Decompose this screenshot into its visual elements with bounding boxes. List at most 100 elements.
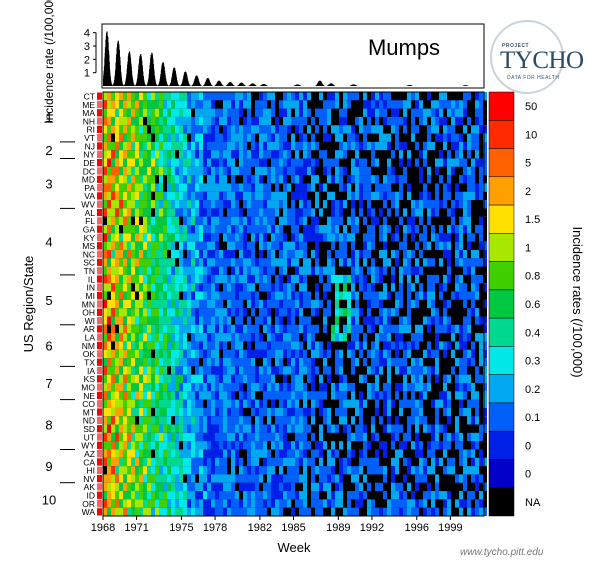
- heat-cell: [255, 349, 259, 359]
- heat-cell: [195, 299, 199, 309]
- heat-cell: [207, 374, 211, 383]
- heat-cell: [339, 116, 343, 126]
- heat-cell: [467, 241, 471, 250]
- heat-cell: [127, 399, 131, 408]
- heat-cell: [219, 382, 223, 392]
- heat-cell: [415, 274, 419, 284]
- heat-cell: [415, 333, 419, 342]
- heat-cell: [375, 133, 379, 142]
- heat-cell: [191, 358, 195, 367]
- heat-cell: [243, 92, 247, 101]
- heat-cell: [163, 183, 167, 192]
- heat-cell: [187, 233, 191, 242]
- heat-cell: [163, 274, 167, 284]
- heat-cell: [267, 249, 271, 259]
- heat-cell: [251, 191, 255, 201]
- heat-cell: [243, 125, 247, 134]
- heat-cell: [331, 366, 335, 375]
- heat-cell: [339, 191, 343, 201]
- heat-cell: [155, 266, 159, 275]
- heat-cell: [207, 424, 211, 433]
- heat-cell: [463, 266, 467, 275]
- heat-cell: [239, 366, 243, 375]
- heat-cell: [175, 366, 179, 375]
- heat-cell: [135, 166, 139, 176]
- heat-cell: [419, 382, 423, 392]
- heat-cell: [467, 416, 471, 425]
- heat-cell: [275, 333, 279, 342]
- heat-cell: [203, 441, 207, 450]
- heat-cell: [179, 316, 183, 325]
- heat-cell: [199, 216, 203, 226]
- heat-cell: [263, 366, 267, 375]
- heat-cell: [451, 225, 455, 234]
- heat-cell: [251, 208, 255, 217]
- heat-cell: [259, 258, 263, 267]
- heat-cell: [423, 116, 427, 126]
- heat-cell: [407, 333, 411, 342]
- heat-cell: [479, 225, 483, 234]
- heat-cell: [195, 225, 199, 234]
- heat-cell: [375, 116, 379, 126]
- bar-series: [103, 31, 469, 86]
- heat-cell: [287, 150, 291, 159]
- heat-cell: [215, 150, 219, 159]
- heat-cell: [111, 92, 115, 101]
- heat-cell: [451, 233, 455, 242]
- heat-cell: [207, 183, 211, 192]
- heat-cell: [455, 283, 459, 292]
- heat-cell: [439, 191, 443, 201]
- heat-cell: [391, 358, 395, 367]
- heat-cell: [223, 333, 227, 342]
- heat-cell: [247, 349, 251, 359]
- bar-y-tick-label: 4: [84, 28, 90, 40]
- heat-cell: [415, 366, 419, 375]
- heat-cell: [407, 366, 411, 375]
- heat-cell: [143, 274, 147, 284]
- heat-cell: [467, 333, 471, 342]
- heat-cell: [275, 283, 279, 292]
- bar-y-tick-label: 3: [84, 41, 90, 53]
- heat-cell: [107, 249, 111, 259]
- heat-cell: [115, 166, 119, 176]
- heat-cell: [403, 283, 407, 292]
- heat-cell: [287, 208, 291, 217]
- heat-cell: [271, 175, 275, 184]
- heat-cell: [327, 382, 331, 392]
- heat-cell: [251, 150, 255, 159]
- heat-cell: [107, 92, 111, 101]
- heat-cell: [251, 133, 255, 142]
- heat-cell: [135, 208, 139, 217]
- heat-cell: [359, 175, 363, 184]
- heat-cell: [159, 241, 163, 250]
- heat-cell: [415, 249, 419, 259]
- heat-cell: [387, 266, 391, 275]
- heat-cell: [323, 316, 327, 325]
- heat-cell: [167, 382, 171, 392]
- heat-cell: [471, 341, 475, 350]
- heat-cell: [371, 274, 375, 284]
- heat-cell: [179, 366, 183, 375]
- heat-cell: [379, 374, 383, 383]
- heat-cell: [131, 258, 135, 267]
- heat-cell: [267, 191, 271, 201]
- heat-cell: [263, 391, 267, 400]
- heat-cell: [247, 358, 251, 367]
- heat-cell: [131, 92, 135, 101]
- heat-cell: [159, 366, 163, 375]
- heat-cell: [483, 191, 487, 201]
- heat-cell: [199, 191, 203, 201]
- heat-cell: [167, 200, 171, 209]
- heat-cell: [371, 308, 375, 317]
- heat-cell: [355, 183, 359, 192]
- heat-cell: [439, 266, 443, 275]
- heat-cell: [239, 299, 243, 309]
- heat-cell: [131, 391, 135, 400]
- heat-cell: [347, 374, 351, 383]
- heat-cell: [383, 200, 387, 209]
- heat-cell: [275, 399, 279, 408]
- heat-cell: [219, 241, 223, 250]
- heat-cell: [207, 141, 211, 151]
- heat-cell: [143, 100, 147, 109]
- heat-cell: [311, 233, 315, 242]
